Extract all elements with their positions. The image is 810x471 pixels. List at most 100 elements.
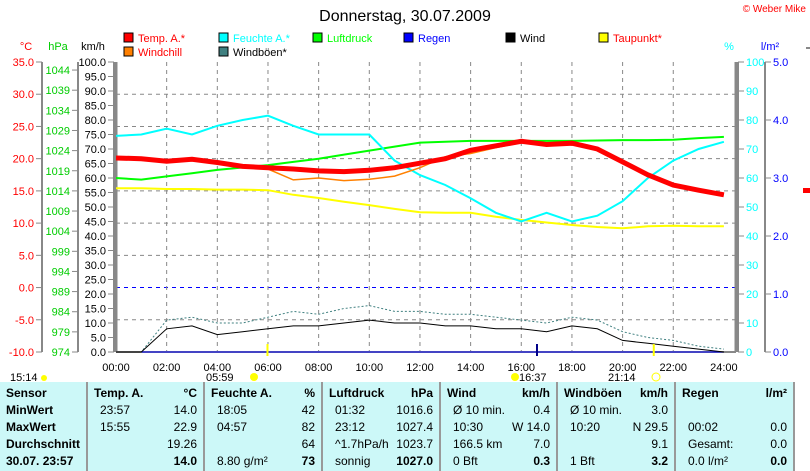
table-cell: 0.0 l/m²	[688, 454, 729, 468]
x-tick-label: 08:00	[305, 362, 333, 374]
table-value: 0.0	[770, 454, 787, 468]
table-value: 1027.0	[396, 454, 433, 468]
table-row: 19.26	[94, 437, 197, 454]
pressure-axis-tick-label: 984	[52, 307, 70, 319]
table-value: 3.0	[651, 403, 668, 417]
wind-axis-tick-label: 55.0	[85, 188, 106, 200]
table-cell: Windböen	[564, 386, 622, 400]
x-tick-label: 18:00	[558, 362, 586, 374]
temp-axis-tick-label: 25.0	[13, 121, 34, 133]
rain-axis-tick-label: 1.0	[773, 289, 788, 301]
wind-axis-tick-label: 50.0	[85, 202, 106, 214]
wind-axis-tick-label: 30.0	[85, 260, 106, 272]
rain-axis-tick-label: 4.0	[773, 115, 788, 127]
humidity-axis-tick-label: 30	[746, 260, 758, 272]
temp-axis-tick-label: 5.0	[19, 250, 34, 262]
table-row: 30.07. 23:57	[6, 454, 80, 471]
table-cell: MinWert	[6, 403, 54, 417]
wind-axis-tick-label: 65.0	[85, 159, 106, 171]
temp-axis-tick-label: -5.0	[15, 315, 34, 327]
table-cell: 8.80 g/m²	[217, 454, 268, 468]
table-column: Wind km/h Ø 10 min. 0.4 10:30 W 14.0 166.5 km 7…	[441, 382, 558, 471]
rain-axis-tick-label: 3.0	[773, 173, 788, 185]
table-row: 14.0	[94, 454, 197, 471]
x-tick-label: 24:00	[710, 362, 738, 374]
table-value: 73	[301, 454, 315, 468]
legend-label: Luftdruck	[327, 33, 373, 45]
table-row: 10:30 W 14.0	[447, 420, 550, 437]
x-tick-label: 02:00	[153, 362, 181, 374]
table-row: 18:05 42	[211, 403, 315, 420]
humidity-axis-tick-label: 100	[746, 57, 764, 69]
pressure-axis-tick-label: 1024	[46, 146, 70, 158]
axis-unit-humidity: %	[724, 41, 734, 53]
x-tick-label: 06:00	[254, 362, 282, 374]
wind-axis-tick-label: 75.0	[85, 130, 106, 142]
legend-swatch	[505, 32, 516, 43]
table-value: 82	[301, 420, 315, 434]
table-cell: 166.5 km	[453, 437, 503, 451]
legend-label: Feuchte A.*	[233, 33, 291, 45]
legend-swatch	[598, 32, 609, 43]
table-row: sonnig 1027.0	[329, 454, 433, 471]
pressure-axis-tick-label: 974	[52, 347, 70, 359]
wind-axis-tick-label: 95.0	[85, 72, 106, 84]
table-column: Regen l/m² 00:02 0.0 Gesamt: 0.0 0.0 l/m² 0.0	[676, 382, 795, 471]
event-time: 16:37	[519, 372, 547, 382]
humidity-axis-tick-label: 80	[746, 115, 758, 127]
table-cell: Ø 10 min.	[570, 403, 623, 417]
axis-unit-pressure: hPa	[48, 41, 68, 53]
table-cell: Luftdruck	[329, 386, 385, 400]
table-cell: 18:05	[217, 403, 248, 417]
table-row: 01:32 1016.6	[329, 403, 433, 420]
wind-axis-tick-label: 20.0	[85, 289, 106, 301]
table-row: Gesamt: 0.0	[682, 437, 787, 454]
table-row: MinWert	[6, 403, 80, 420]
legend-swatch	[123, 32, 134, 43]
table-row: 23:57 14.0	[94, 403, 197, 420]
wind-axis-tick-label: 100.0	[78, 57, 106, 69]
table-value: °C	[183, 386, 197, 400]
temp-axis-tick-label: 0.0	[19, 283, 34, 295]
wind-axis-tick-label: 90.0	[85, 86, 106, 98]
x-tick-label: 00:00	[102, 362, 130, 374]
table-cell: 00:02	[688, 420, 719, 434]
table-row: 0 Bft 0.3	[447, 454, 550, 471]
temp-axis-tick-label: 20.0	[13, 154, 34, 166]
table-cell: Sensor	[6, 386, 47, 400]
table-column: Windböen km/h Ø 10 min. 3.0 10:20 N 29.5 9.1 1 …	[558, 382, 676, 471]
event-time: 21:14	[608, 372, 636, 382]
table-value: 9.1	[651, 437, 668, 451]
table-cell: 01:32	[335, 403, 366, 417]
weather-chart: Donnerstag, 30.07.2009 © Weber Mike Temp. …	[9, 4, 810, 384]
wind-axis-tick-label: 45.0	[85, 217, 106, 229]
chart-title: Donnerstag, 30.07.2009	[319, 8, 491, 25]
x-tick-label: 14:00	[457, 362, 485, 374]
humidity-axis-tick-label: 0	[746, 347, 752, 359]
sunrise-icon	[250, 373, 258, 381]
table-row: 04:57 82	[211, 420, 315, 437]
table-row: Luftdruck hPa	[329, 386, 433, 403]
table-value: km/h	[639, 386, 668, 400]
table-cell: sonnig	[335, 454, 371, 468]
pressure-axis-tick-label: 1034	[46, 105, 70, 117]
table-row: 00:02 0.0	[682, 420, 787, 437]
table-row: Ø 10 min. 3.0	[564, 403, 668, 420]
wind-axis-tick-label: 85.0	[85, 101, 106, 113]
axis-unit-rain: l/m²	[761, 41, 780, 53]
table-value: 14.0	[173, 454, 197, 468]
series-line-tempa	[115, 138, 725, 198]
table-value: 1023.7	[396, 437, 433, 451]
x-tick-label: 16:00	[508, 362, 536, 374]
table-value: 42	[301, 403, 315, 417]
humidity-axis-tick-label: 10	[746, 318, 758, 330]
table-row: 23:12 1027.4	[329, 420, 433, 437]
pressure-axis-tick-label: 1009	[46, 206, 70, 218]
moon-icon	[41, 375, 47, 381]
pressure-axis-tick-label: 999	[52, 246, 70, 258]
table-column: Temp. A. °C 23:57 14.0 15:55 22.9 19.26 14.0	[88, 382, 205, 471]
series-line-luftdruck	[115, 135, 724, 181]
table-cell: 23:12	[335, 420, 366, 434]
wind-axis-tick-label: 25.0	[85, 275, 106, 287]
legend-label: Taupunkt*	[613, 33, 663, 45]
